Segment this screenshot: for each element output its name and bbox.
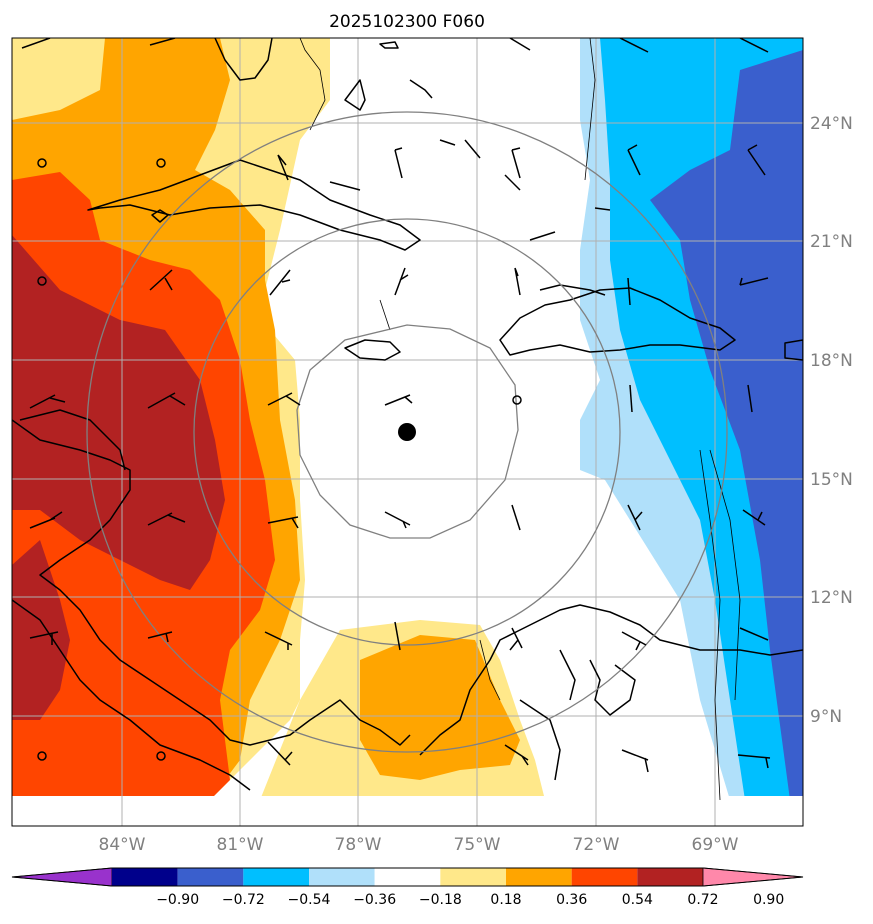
lat-label: 18°N — [810, 351, 853, 371]
boundaries — [299, 38, 741, 801]
colorbar-tick-label: 0.54 — [622, 892, 653, 908]
colorbar-tick-label: −0.72 — [222, 892, 265, 908]
colorbar-swatch — [309, 868, 375, 886]
map-frame — [11, 37, 804, 827]
colorbar-labels: −0.90 −0.72 −0.54 −0.36 −0.18 0.18 0.36 … — [156, 892, 784, 908]
shading-dark-red-west — [12, 235, 225, 590]
lat-label: 21°N — [810, 232, 853, 252]
colorbar-tick-label: −0.54 — [288, 892, 331, 908]
colorbar-tick-label: 0.90 — [753, 892, 784, 908]
colorbar-tick-label: 0.72 — [687, 892, 718, 908]
coastline-bahamas-3 — [409, 79, 433, 99]
coastline-puerto-rico — [784, 339, 803, 361]
lon-label: 75°W — [454, 835, 501, 855]
shading-blue-east — [650, 50, 803, 800]
coastline-hispaniola — [499, 287, 736, 356]
colorbar-extend-high — [702, 867, 804, 887]
colorbar: −0.90 −0.72 −0.54 −0.36 −0.18 0.18 0.36 … — [11, 867, 804, 908]
coastline-south-america — [419, 604, 803, 756]
range-ring-inner — [296, 324, 519, 539]
lat-label: 12°N — [810, 588, 853, 608]
coastline-central-america — [12, 419, 411, 746]
coastline-florida — [214, 38, 273, 81]
longitude-labels: 84°W 81°W 78°W 75°W 72°W 69°W — [99, 835, 739, 855]
coastline-bahamas-4 — [439, 139, 456, 146]
coastlines — [12, 38, 803, 791]
lon-label: 81°W — [217, 835, 264, 855]
coastline-jamaica — [344, 339, 401, 361]
colorbar-swatch — [571, 868, 638, 886]
colorbar-extend-low — [11, 867, 113, 887]
coastline-bahamas-2 — [379, 41, 399, 49]
coastline-haiti-north — [539, 284, 606, 296]
shading-dark-red-southwest — [12, 540, 70, 720]
graticule — [12, 38, 803, 826]
coastline-bahamas-9 — [594, 207, 611, 211]
colorbar-swatch — [112, 868, 178, 886]
coastline-central-america-pacific — [12, 599, 251, 791]
range-ring-middle — [193, 218, 621, 646]
map-title: 2025102300 F060 — [329, 12, 485, 32]
coastline-gulf-venezuela — [589, 659, 636, 716]
coastline-bahamas-1 — [344, 79, 366, 111]
colorbar-swatches — [11, 867, 804, 887]
lon-label: 84°W — [99, 835, 146, 855]
coastline-bahamas-8 — [329, 181, 361, 191]
lat-label: 15°N — [810, 470, 853, 490]
coastline-bahamas-5 — [464, 139, 481, 159]
coastline-south-america-inland — [519, 699, 561, 781]
lat-label: 24°N — [810, 114, 853, 134]
wind-barbs — [21, 38, 771, 773]
colorbar-tick-label: −0.36 — [353, 892, 396, 908]
colorbar-outline — [11, 867, 804, 887]
colorbar-swatch — [637, 868, 703, 886]
coastline-bahamas-7 — [529, 231, 556, 241]
colorbar-tick-label: −0.18 — [419, 892, 462, 908]
coastline-cuba — [87, 159, 421, 251]
map-area — [12, 38, 803, 826]
colorbar-swatch — [177, 868, 244, 886]
coastline-isle-of-youth — [151, 209, 169, 223]
lon-label: 69°W — [692, 835, 739, 855]
coastline-bahamas-6 — [504, 174, 521, 191]
colorbar-tick-label: 0.36 — [556, 892, 587, 908]
colorbar-swatch — [506, 868, 572, 886]
range-rings — [86, 111, 728, 753]
lon-label: 72°W — [573, 835, 620, 855]
colorbar-tick-label: −0.90 — [156, 892, 199, 908]
colorbar-tick-label: 0.18 — [490, 892, 521, 908]
map-bottom-unshaded-band — [12, 796, 803, 826]
storm-center-marker — [398, 423, 416, 441]
colorbar-swatch — [374, 868, 441, 886]
lat-label: 9°N — [810, 707, 842, 727]
coastline-yucatan — [19, 409, 126, 471]
calm-wind-markers — [37, 158, 522, 761]
colorbar-swatch — [243, 868, 309, 886]
colorbar-swatch — [440, 868, 506, 886]
range-ring-outer — [86, 111, 728, 753]
latitude-labels: 24°N 21°N 18°N 15°N 12°N 9°N — [810, 114, 853, 727]
coastline-lake-maracaibo — [559, 649, 576, 701]
lon-label: 78°W — [335, 835, 382, 855]
